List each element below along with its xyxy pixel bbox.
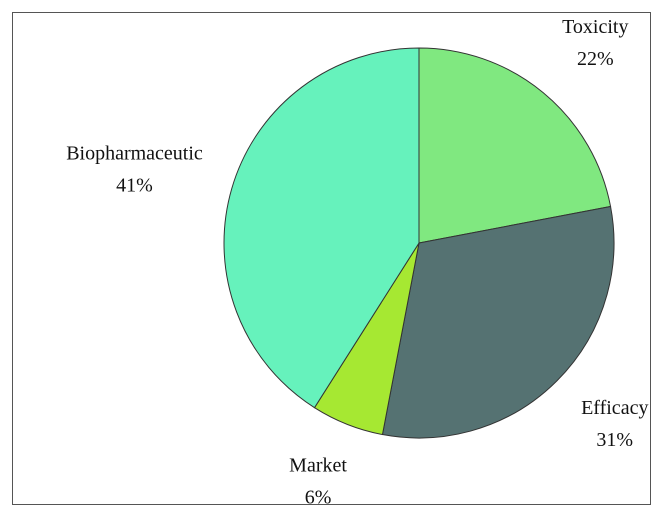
pie-slice: [418, 47, 612, 244]
pie-slice: [381, 205, 615, 439]
slice-value-label: 22%: [577, 48, 614, 70]
slice-label: Efficacy: [581, 397, 648, 419]
slice-value-label: 31%: [596, 429, 633, 451]
slice-value-label: 6%: [305, 486, 332, 508]
slice-label: Biopharmaceutic: [66, 143, 203, 165]
slice-value-label: 41%: [116, 175, 153, 197]
pie-slice: [223, 47, 420, 409]
slice-label: Toxicity: [562, 16, 628, 38]
slice-label: Market: [289, 454, 347, 476]
